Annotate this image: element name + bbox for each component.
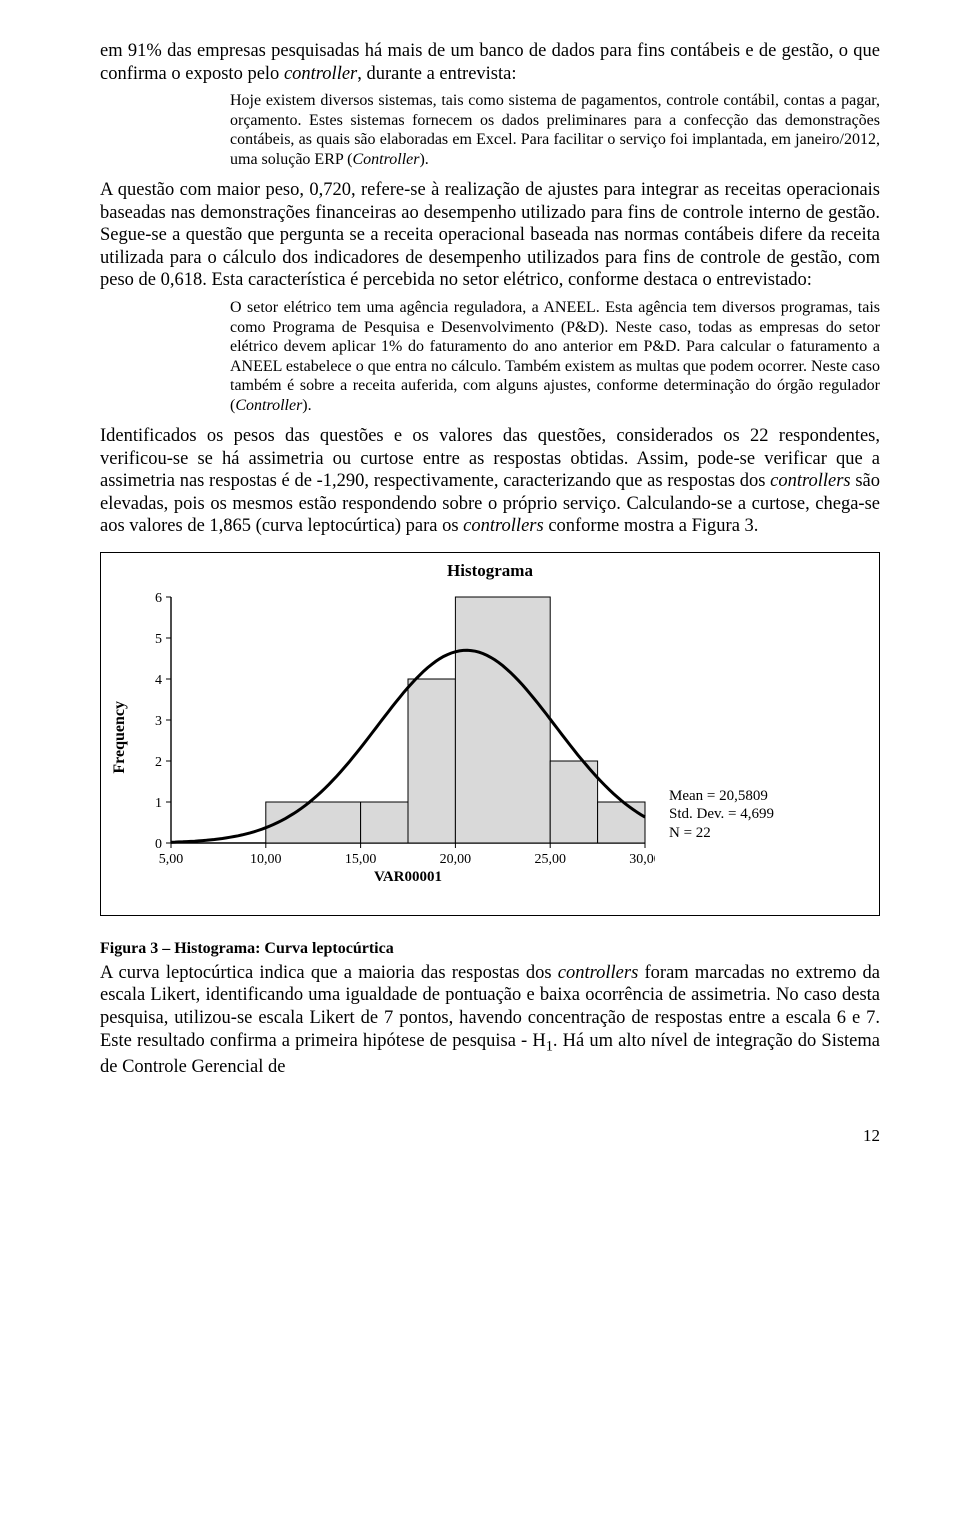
italic-text: controller <box>284 64 357 84</box>
chart-title: Histograma <box>111 561 869 581</box>
paragraph-1: em 91% das empresas pesquisadas há mais … <box>100 40 880 85</box>
svg-text:5: 5 <box>155 632 162 647</box>
svg-text:2: 2 <box>155 755 162 770</box>
svg-text:20,00: 20,00 <box>440 852 472 867</box>
stat-mean: Mean = 20,5809 <box>669 787 774 806</box>
svg-text:5,00: 5,00 <box>159 852 184 867</box>
svg-text:VAR00001: VAR00001 <box>374 869 442 885</box>
svg-text:10,00: 10,00 <box>250 852 281 867</box>
paragraph-2: A questão com maior peso, 0,720, refere-… <box>100 179 880 292</box>
svg-text:3: 3 <box>155 714 162 729</box>
svg-text:30,00: 30,00 <box>629 852 655 867</box>
text: O setor elétrico tem uma agência regulad… <box>230 299 880 414</box>
svg-text:1: 1 <box>155 796 162 811</box>
paragraph-3: Identificados os pesos das questões e os… <box>100 425 880 538</box>
text: conforme mostra a Figura 3. <box>544 516 759 536</box>
paragraph-4: A curva leptocúrtica indica que a maiori… <box>100 962 880 1079</box>
page: em 91% das empresas pesquisadas há mais … <box>0 0 960 1176</box>
text: A curva leptocúrtica indica que a maiori… <box>100 963 558 983</box>
text: , durante a entrevista: <box>357 64 516 84</box>
histogram-chart: Histograma Frequency 0 1 2 3 4 5 6 5,00 10,00 15,… <box>100 552 880 916</box>
figure-caption: Figura 3 – Histograma: Curva leptocúrtic… <box>100 940 880 958</box>
page-number: 12 <box>100 1126 880 1146</box>
svg-text:25,00: 25,00 <box>534 852 566 867</box>
svg-text:4: 4 <box>155 673 162 688</box>
italic-text: controllers <box>558 963 639 983</box>
chart-stats: Mean = 20,5809 Std. Dev. = 4,699 N = 22 <box>669 787 774 887</box>
svg-text:15,00: 15,00 <box>345 852 377 867</box>
histogram-svg: 0 1 2 3 4 5 6 5,00 10,00 15,00 20,00 25,00 30,00 VAR0… <box>135 587 655 887</box>
italic-text: Controller <box>235 397 302 414</box>
text: Identificados os pesos das questões e os… <box>100 426 880 491</box>
stat-std: Std. Dev. = 4,699 <box>669 805 774 824</box>
subscript: 1 <box>546 1038 553 1054</box>
italic-text: Controller <box>353 151 420 168</box>
stat-n: N = 22 <box>669 824 774 843</box>
svg-text:0: 0 <box>155 837 162 852</box>
block-quote-2: O setor elétrico tem uma agência regulad… <box>230 298 880 415</box>
text: ). <box>302 397 311 414</box>
text: Hoje existem diversos sistemas, tais com… <box>230 92 880 168</box>
svg-text:6: 6 <box>155 591 162 606</box>
chart-ylabel: Frequency <box>111 701 129 774</box>
block-quote-1: Hoje existem diversos sistemas, tais com… <box>230 91 880 169</box>
italic-text: controllers <box>770 471 851 491</box>
chart-body: Frequency 0 1 2 3 4 5 6 5,00 10,00 15,00 20,00 25,0… <box>111 587 869 887</box>
text: ). <box>419 151 428 168</box>
italic-text: controllers <box>463 516 544 536</box>
